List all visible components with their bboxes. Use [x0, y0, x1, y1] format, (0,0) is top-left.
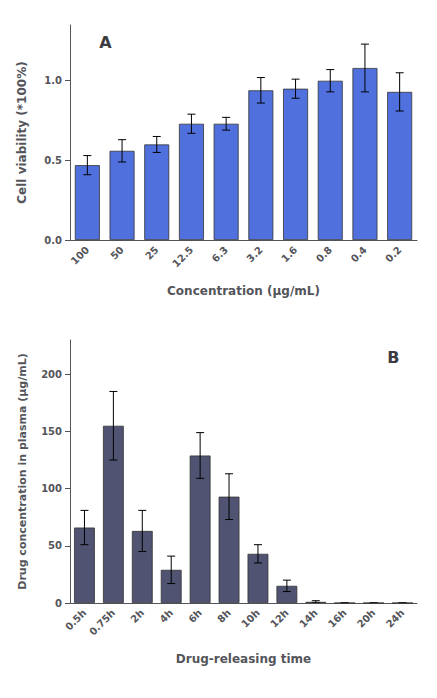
svg-text:0: 0 [55, 598, 62, 609]
svg-text:0.2: 0.2 [383, 244, 403, 264]
svg-text:0.75h: 0.75h [87, 607, 117, 637]
svg-text:A: A [99, 33, 112, 52]
svg-text:1.6: 1.6 [279, 244, 299, 264]
svg-text:14h: 14h [297, 607, 320, 630]
svg-text:20h: 20h [355, 607, 378, 630]
svg-text:50: 50 [48, 540, 62, 551]
svg-text:100: 100 [69, 244, 92, 267]
svg-text:4h: 4h [157, 607, 175, 625]
svg-text:50: 50 [108, 244, 126, 262]
svg-text:B: B [387, 348, 399, 367]
svg-text:100: 100 [41, 483, 62, 494]
svg-text:Drug-releasing time: Drug-releasing time [176, 652, 311, 666]
svg-text:12.5: 12.5 [170, 244, 195, 269]
svg-text:Cell viability (*100%): Cell viability (*100%) [15, 61, 29, 203]
svg-text:2h: 2h [128, 607, 146, 625]
svg-text:Concentration (μg/mL): Concentration (μg/mL) [167, 284, 320, 298]
svg-text:3.2: 3.2 [244, 244, 264, 264]
svg-text:1.0: 1.0 [44, 75, 62, 86]
svg-text:6.3: 6.3 [210, 244, 230, 264]
svg-text:200: 200 [41, 369, 62, 380]
svg-text:0.0: 0.0 [44, 235, 62, 246]
svg-text:0.4: 0.4 [349, 244, 369, 264]
svg-text:10h: 10h [239, 607, 262, 630]
svg-text:25: 25 [143, 244, 161, 262]
svg-text:Drug concentration in plasma (: Drug concentration in plasma (μg/mL) [16, 353, 29, 589]
svg-text:0.8: 0.8 [314, 244, 334, 264]
svg-text:150: 150 [41, 426, 62, 437]
svg-text:16h: 16h [326, 607, 349, 630]
svg-text:24h: 24h [384, 607, 407, 630]
svg-text:6h: 6h [186, 607, 204, 625]
svg-text:12h: 12h [268, 607, 291, 630]
svg-text:8h: 8h [215, 607, 233, 625]
svg-text:0.5h: 0.5h [63, 607, 88, 632]
svg-text:0.5: 0.5 [44, 155, 62, 166]
